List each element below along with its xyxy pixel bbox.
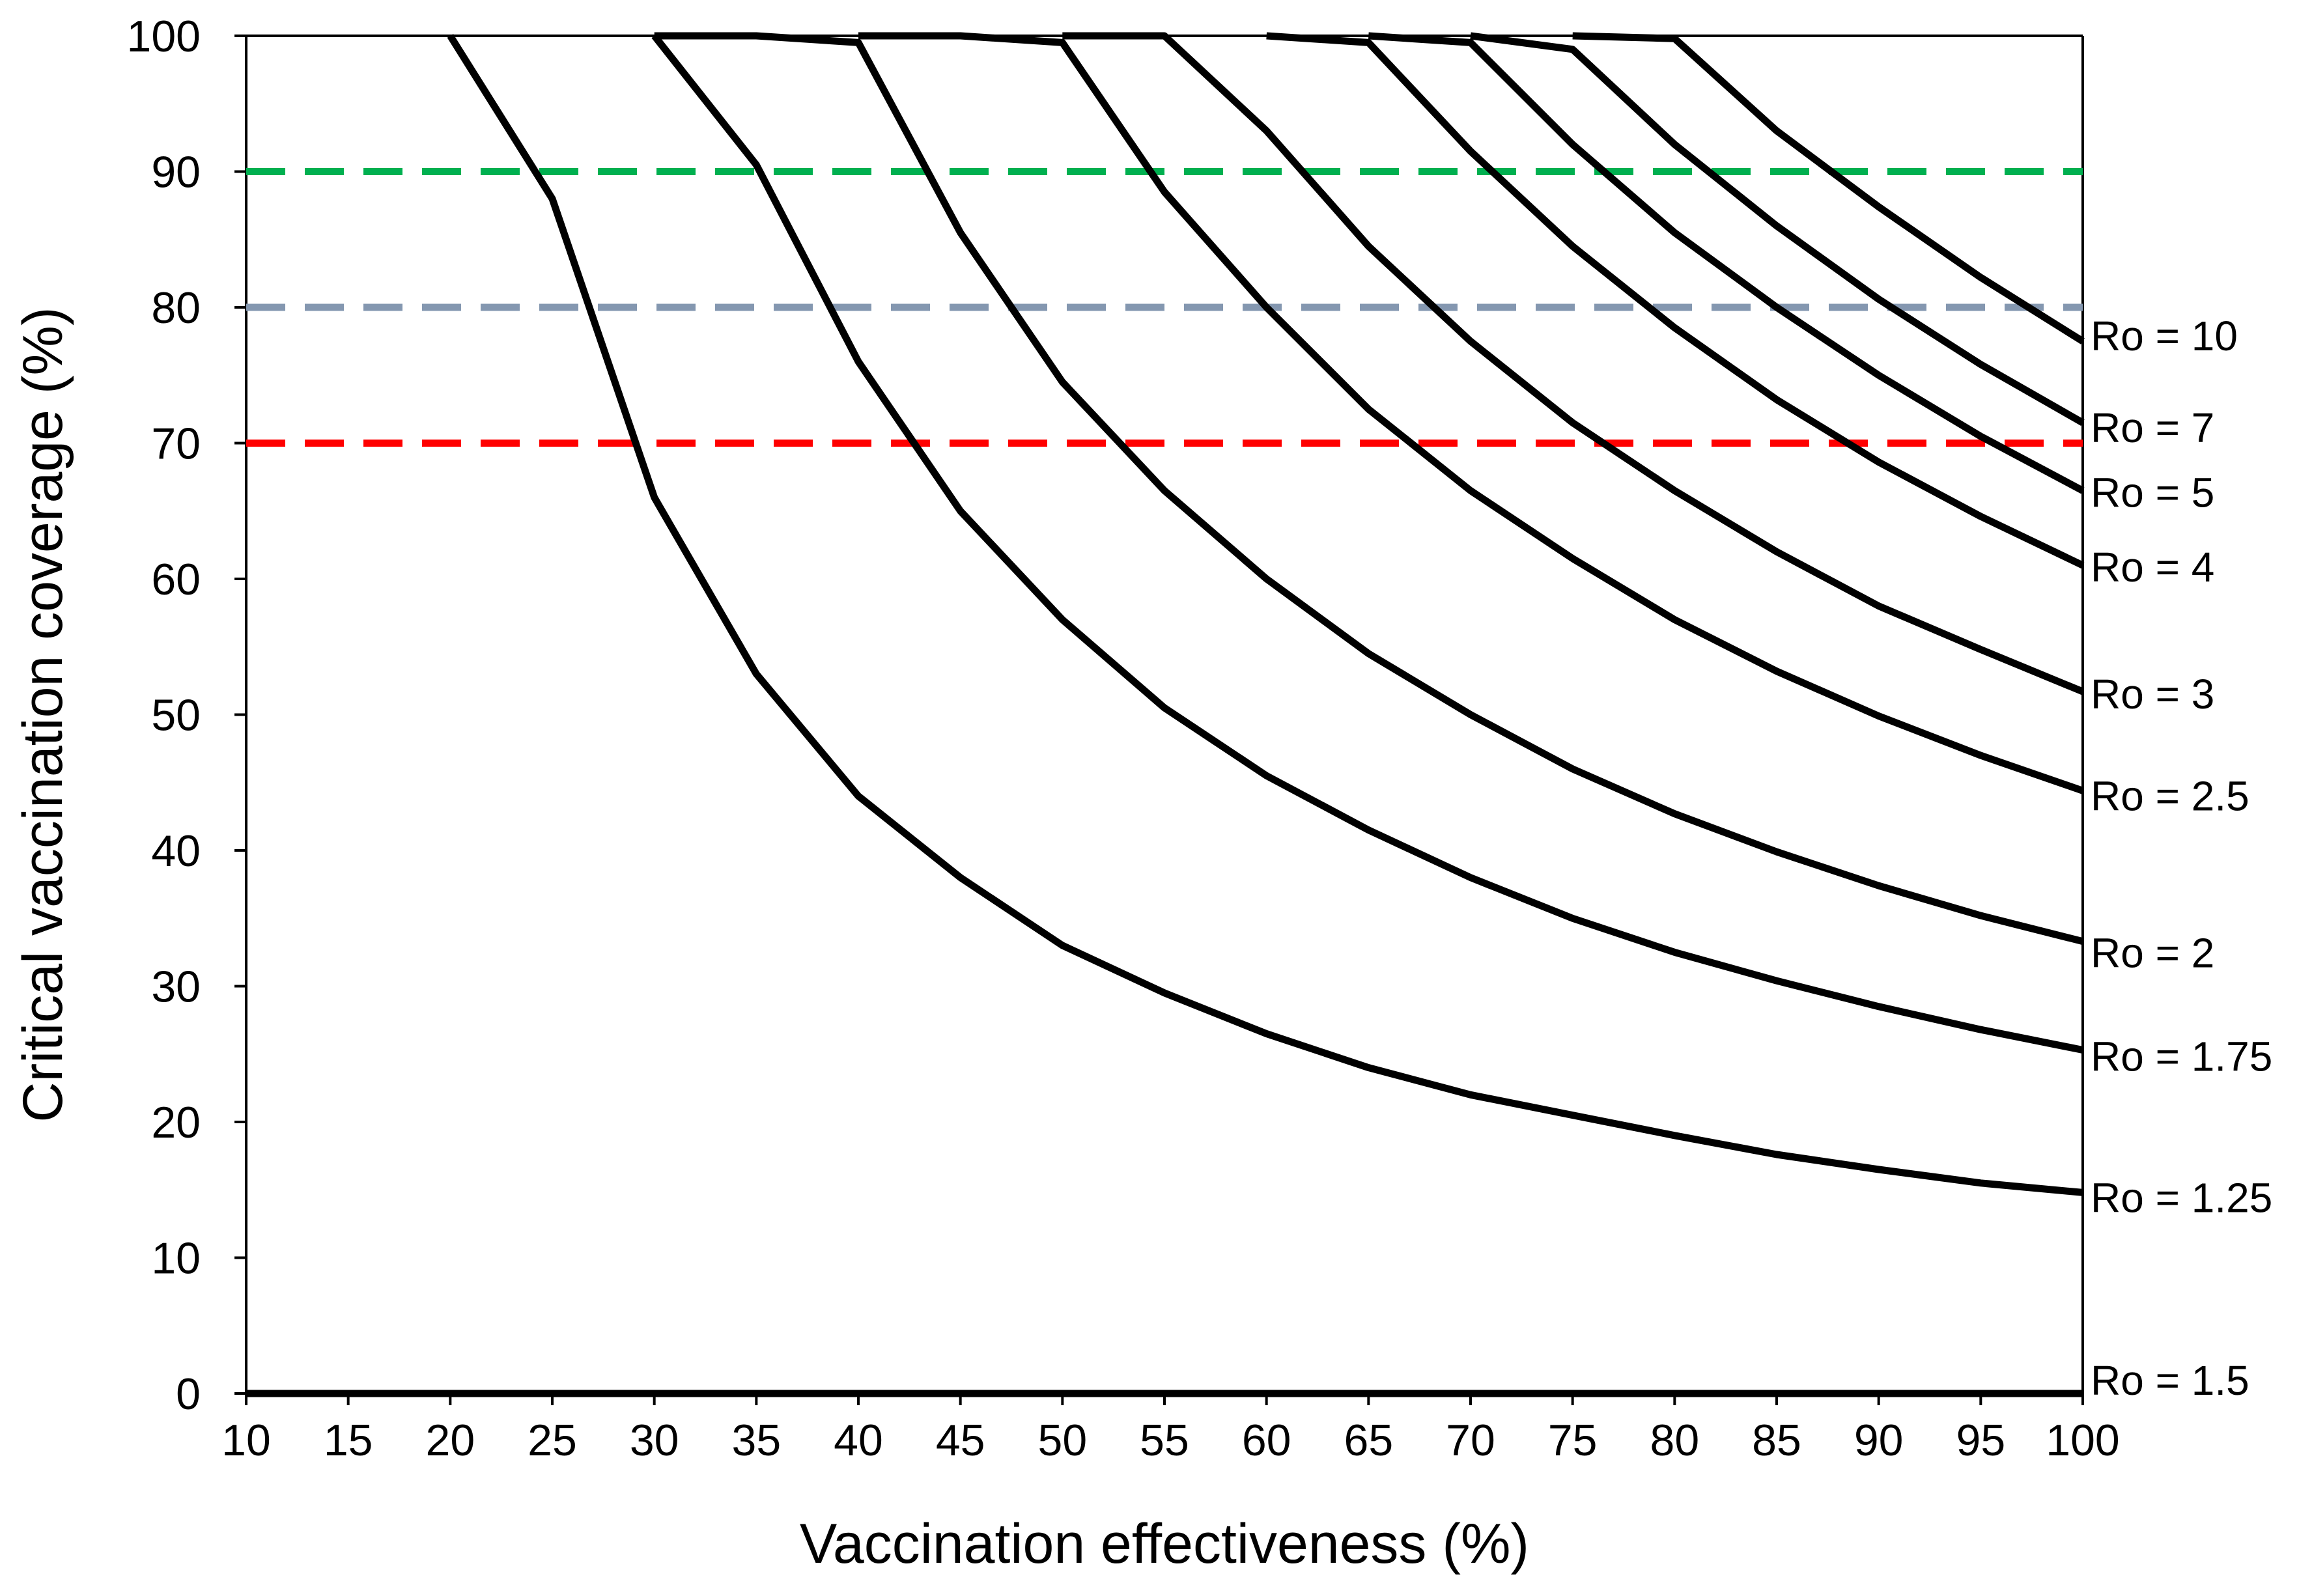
series-line-ro-3 bbox=[1062, 32, 2085, 695]
x-tick-label: 50 bbox=[1038, 1416, 1088, 1465]
x-tick-label: 65 bbox=[1344, 1416, 1394, 1465]
y-tick-label: 0 bbox=[176, 1369, 201, 1419]
x-tick-label: 60 bbox=[1242, 1416, 1291, 1465]
y-tick-label: 30 bbox=[151, 962, 201, 1012]
y-tick-label: 10 bbox=[151, 1234, 201, 1283]
x-tick-label: 80 bbox=[1650, 1416, 1700, 1465]
curve-label-ro-7: Ro = 7 bbox=[2091, 404, 2214, 451]
curve-label-ro-3: Ro = 3 bbox=[2091, 671, 2214, 718]
x-tick-label: 30 bbox=[630, 1416, 679, 1465]
y-axis-ticks: 0 10 20 30 40 50 60 70 80 90 100 bbox=[127, 12, 246, 1419]
curve-label-ro-2: Ro = 2 bbox=[2091, 930, 2214, 977]
plot-frame bbox=[245, 35, 2084, 1395]
reference-lines bbox=[246, 168, 2083, 447]
y-tick-label: 100 bbox=[127, 12, 201, 61]
y-axis-title: Critical vaccination coverage (%) bbox=[12, 307, 74, 1122]
series-line-ro-2-5 bbox=[858, 32, 2084, 794]
x-tick-label: 45 bbox=[936, 1416, 985, 1465]
y-tick-label: 50 bbox=[151, 691, 201, 740]
series-line-ro-7 bbox=[1470, 32, 2085, 426]
y-tick-label: 80 bbox=[151, 283, 201, 333]
y-tick-label: 20 bbox=[151, 1098, 201, 1147]
series-line-ro-4 bbox=[1266, 32, 2085, 569]
x-tick-label: 10 bbox=[221, 1416, 271, 1465]
x-axis-ticks: 10 15 20 25 30 35 40 45 50 55 60 65 70 75 80 85 90 95 100 bbox=[221, 1393, 2120, 1465]
y-tick-label: 90 bbox=[151, 148, 201, 197]
x-tick-label: 95 bbox=[1956, 1416, 2006, 1465]
y-tick-label: 40 bbox=[151, 826, 201, 876]
x-axis-title: Vaccination effectiveness (%) bbox=[800, 1513, 1529, 1575]
x-tick-label: 75 bbox=[1548, 1416, 1598, 1465]
x-tick-label: 20 bbox=[426, 1416, 475, 1465]
x-tick-label: 15 bbox=[324, 1416, 373, 1465]
x-tick-label: 55 bbox=[1140, 1416, 1189, 1465]
x-tick-label: 70 bbox=[1446, 1416, 1495, 1465]
curve-label-ro-5: Ro = 5 bbox=[2091, 469, 2214, 516]
y-tick-label: 70 bbox=[151, 419, 201, 469]
x-tick-label: 90 bbox=[1854, 1416, 1904, 1465]
series-line-ro-10 bbox=[1572, 32, 2085, 344]
curve-label-ro-10: Ro = 10 bbox=[2091, 313, 2238, 359]
x-tick-label: 100 bbox=[2046, 1416, 2119, 1465]
curve-labels: Ro = 1.25 Ro = 1.75 Ro = 2 Ro = 2.5 Ro = 3 Ro… bbox=[2091, 313, 2272, 1404]
x-tick-label: 25 bbox=[528, 1416, 577, 1465]
curve-label-ro-2-5: Ro = 2.5 bbox=[2091, 772, 2249, 819]
curve-label-ro-4: Ro = 4 bbox=[2091, 544, 2214, 591]
series-line-ro-5 bbox=[1368, 32, 2085, 494]
curve-label-ro-1-5: Ro = 1.5 bbox=[2091, 1357, 2249, 1404]
series-lines bbox=[246, 32, 2085, 1397]
y-tick-label: 60 bbox=[151, 555, 201, 604]
series-line-ro-1-25 bbox=[447, 34, 2083, 1196]
series-line-ro-1-75 bbox=[651, 33, 2084, 1054]
curve-label-ro-1-25: Ro = 1.25 bbox=[2091, 1174, 2272, 1221]
x-tick-label: 40 bbox=[834, 1416, 883, 1465]
series-line-ro-2 bbox=[654, 32, 2084, 945]
curve-label-ro-1-75: Ro = 1.75 bbox=[2091, 1033, 2272, 1080]
x-tick-label: 35 bbox=[732, 1416, 782, 1465]
x-tick-label: 85 bbox=[1752, 1416, 1801, 1465]
